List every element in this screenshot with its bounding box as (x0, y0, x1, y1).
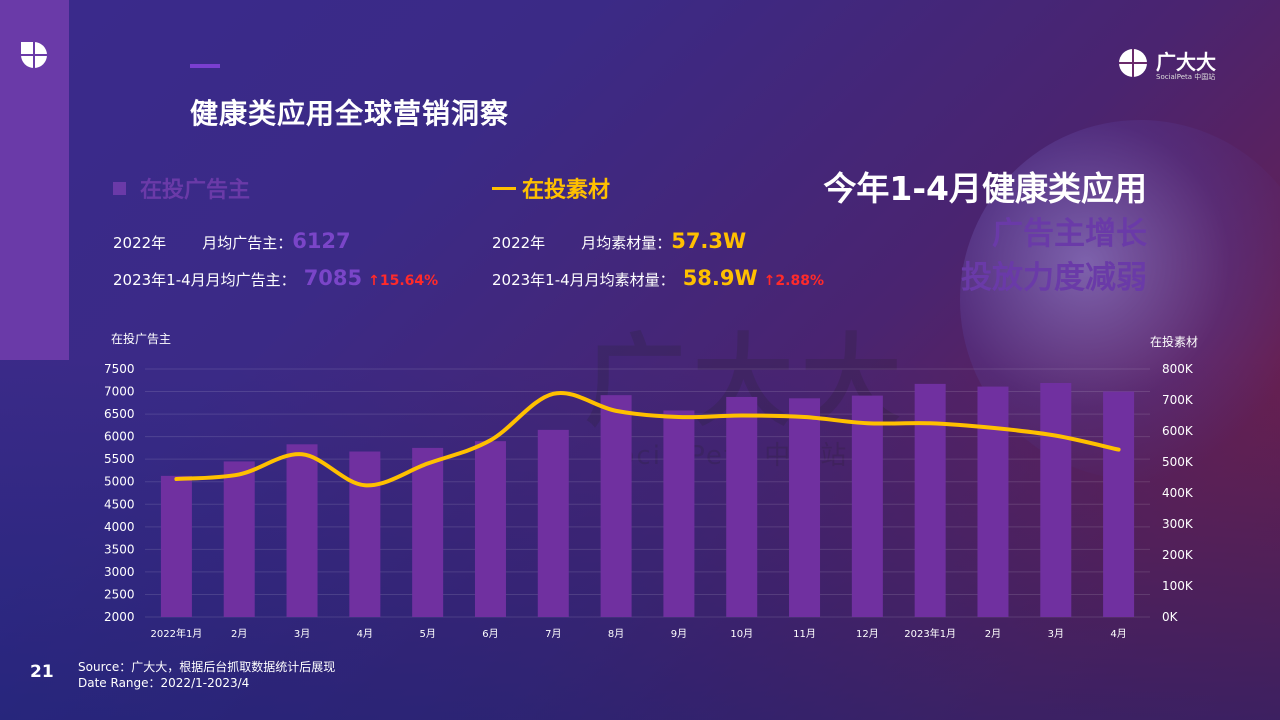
x-tick-label: 10月 (730, 628, 753, 640)
advertisers-2022-sublabel: 月均广告主： (202, 234, 293, 252)
left-tick-label: 5000 (104, 475, 135, 489)
headline-line2: 广告主增长 (992, 216, 1147, 252)
creatives-2022-label: 2022年 (492, 234, 546, 252)
date-range-line: Date Range：2022/1-2023/4 (78, 676, 250, 690)
left-tick-label: 3000 (104, 565, 135, 579)
brand-name: 广大大 (1156, 50, 1216, 74)
advertisers-2022-value: 6127 (292, 229, 351, 253)
x-tick-label: 12月 (856, 628, 879, 640)
x-tick-label: 5月 (419, 628, 435, 640)
bar (914, 383, 946, 617)
x-tick-label: 2月 (985, 628, 1001, 640)
bar (726, 396, 758, 617)
advertisers-stat-2023: 2023年1-4月月均广告主： 7085 ↑15.64% (113, 266, 438, 290)
advertisers-change: ↑15.64% (368, 273, 439, 289)
x-tick-label: 2023年1月 (904, 627, 956, 640)
right-tick-label: 600K (1162, 424, 1194, 438)
creatives-heading-text: 在投素材 (522, 178, 611, 203)
bar (1103, 391, 1135, 617)
logo-icon (21, 42, 47, 68)
advertisers-2022-label: 2022年 (113, 234, 167, 252)
x-tick-label: 11月 (793, 628, 816, 640)
x-tick-label: 2月 (231, 628, 247, 640)
right-tick-label: 100K (1162, 579, 1194, 593)
x-tick-label: 9月 (671, 628, 687, 640)
x-tick-label: 4月 (357, 628, 373, 640)
right-tick-label: 400K (1162, 486, 1194, 500)
creatives-2023-label: 2023年1-4月月均素材量： (492, 271, 675, 289)
bar (223, 461, 255, 617)
advertisers-heading-text: 在投广告主 (140, 178, 251, 203)
bar (412, 447, 444, 617)
bar (537, 429, 569, 617)
x-tick-label: 4月 (1110, 628, 1126, 640)
left-tick-label: 3500 (104, 542, 135, 556)
creatives-stat-2022: 2022年 月均素材量：57.3W (492, 229, 746, 253)
source-note: Source：广大大，根据后台抓取数据统计后展现 Date Range：2022… (78, 659, 335, 691)
bar (1040, 382, 1072, 617)
right-tick-label: 500K (1162, 455, 1194, 469)
creatives-2022-value: 57.3W (671, 229, 747, 253)
right-tick-label: 700K (1162, 393, 1194, 407)
creatives-2023-value: 58.9W (682, 266, 758, 290)
advertisers-stat-2022: 2022年 月均广告主：6127 (113, 229, 351, 253)
headline-line3: 投放力度减弱 (961, 260, 1147, 296)
right-axis-title: 在投素材 (1149, 335, 1198, 349)
page-number: 21 (30, 662, 54, 682)
page-title: 健康类应用全球营销洞察 (190, 97, 510, 130)
x-tick-label: 6月 (482, 628, 498, 640)
left-tick-label: 4000 (104, 520, 135, 534)
x-tick-label: 8月 (608, 628, 624, 640)
bar (851, 395, 883, 617)
advertisers-heading: 在投广告主 (113, 172, 250, 204)
left-tick-label: 7000 (104, 385, 135, 399)
advertisers-2023-label: 2023年1-4月月均广告主： (113, 271, 296, 289)
x-tick-label: 3月 (1048, 628, 1064, 640)
bar (160, 475, 192, 617)
square-legend-icon (113, 182, 126, 195)
bar (789, 398, 821, 617)
creatives-2022-sublabel: 月均素材量： (581, 234, 672, 252)
left-tick-label: 5500 (104, 452, 135, 466)
source-line: Source：广大大，根据后台抓取数据统计后展现 (78, 660, 336, 674)
x-tick-label: 3月 (294, 628, 310, 640)
left-tick-label: 6500 (104, 407, 135, 421)
left-axis-title: 在投广告主 (111, 332, 172, 346)
creatives-stat-2023: 2023年1-4月月均素材量： 58.9W ↑2.88% (492, 266, 824, 290)
brand-icon (1119, 49, 1147, 77)
headline-line1: 今年1-4月健康类应用 (823, 169, 1147, 208)
creatives-change: ↑2.88% (763, 273, 824, 289)
right-tick-label: 0K (1162, 610, 1179, 624)
left-tick-label: 2500 (104, 587, 135, 601)
bar (474, 441, 506, 617)
x-tick-label: 7月 (545, 628, 561, 640)
bar (349, 451, 381, 617)
bar (977, 386, 1009, 617)
line-legend-icon (492, 187, 516, 190)
right-tick-label: 800K (1162, 362, 1194, 376)
left-tick-label: 7500 (104, 362, 135, 376)
brand-sub: SocialPeta 中国站 (1156, 73, 1216, 81)
bar (600, 395, 632, 617)
creatives-heading: 在投素材 (492, 172, 610, 204)
left-tick-label: 4500 (104, 497, 135, 511)
bar (286, 444, 318, 617)
right-tick-label: 300K (1162, 517, 1194, 531)
bar (663, 410, 695, 617)
right-tick-label: 200K (1162, 548, 1194, 562)
advertisers-2023-value: 7085 (303, 266, 363, 290)
title-dash (190, 64, 220, 68)
series-line (174, 390, 1121, 488)
x-tick-label: 2022年1月 (151, 627, 203, 640)
left-tick-label: 6000 (104, 430, 135, 444)
left-tick-label: 2000 (104, 610, 135, 624)
